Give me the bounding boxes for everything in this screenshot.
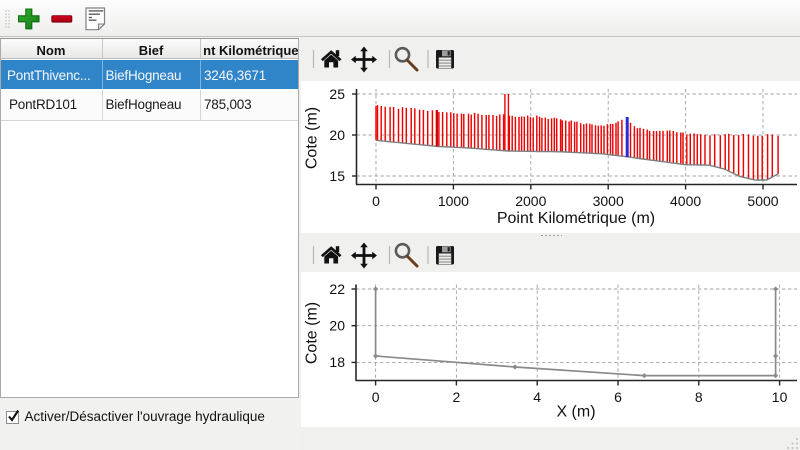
svg-text:25: 25 — [329, 86, 345, 102]
svg-text:8: 8 — [695, 389, 703, 405]
svg-text:18: 18 — [329, 354, 345, 370]
svg-text:3000: 3000 — [593, 193, 624, 209]
svg-text:Cote (m): Cote (m) — [304, 107, 321, 169]
svg-text:20: 20 — [329, 127, 345, 143]
svg-text:6: 6 — [614, 389, 622, 405]
svg-text:4000: 4000 — [670, 193, 701, 209]
svg-text:0: 0 — [372, 193, 380, 209]
svg-text:20: 20 — [329, 318, 345, 334]
svg-text:Cote (m): Cote (m) — [304, 302, 321, 364]
svg-text:0: 0 — [372, 389, 380, 405]
svg-text:2: 2 — [453, 389, 461, 405]
svg-text:15: 15 — [329, 168, 345, 184]
svg-text:1000: 1000 — [438, 193, 469, 209]
svg-text:4: 4 — [533, 389, 541, 405]
svg-text:2000: 2000 — [515, 193, 546, 209]
svg-text:10: 10 — [772, 389, 788, 405]
svg-text:X (m): X (m) — [556, 404, 595, 421]
svg-text:Point Kilométrique (m): Point Kilométrique (m) — [497, 210, 655, 227]
svg-text:5000: 5000 — [747, 193, 778, 209]
svg-text:22: 22 — [329, 281, 345, 297]
